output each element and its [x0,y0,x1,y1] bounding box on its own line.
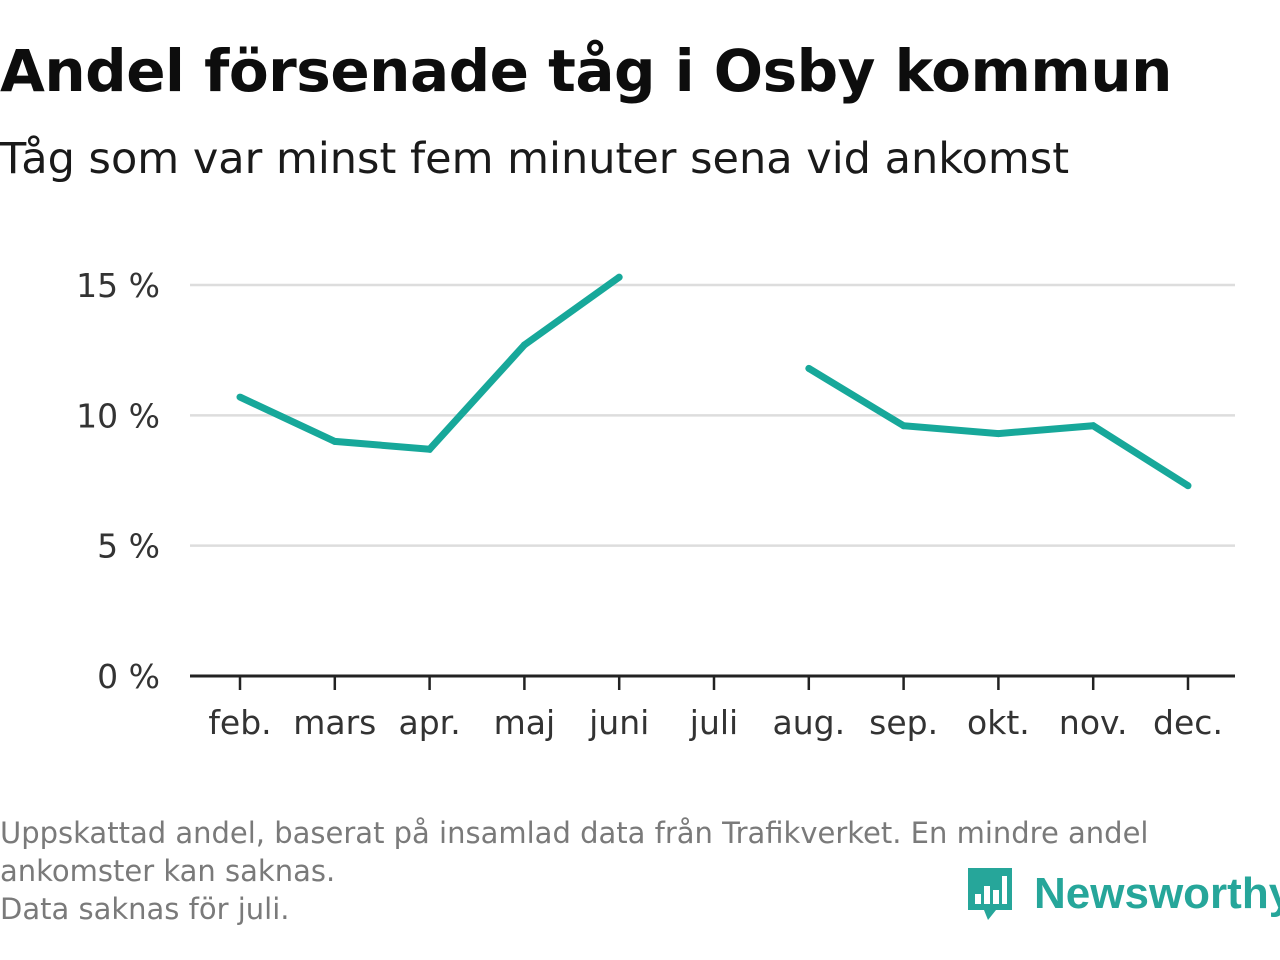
y-tick-label: 10 % [76,396,160,435]
data-point [1184,482,1192,490]
x-tick-label: juni [588,703,649,742]
y-tick-label: 5 % [97,527,160,566]
x-tick-label: maj [494,703,556,742]
data-point [236,393,244,401]
data-point [1089,422,1097,430]
x-tick-label: aug. [773,703,846,742]
data-point [994,430,1002,438]
footnote-line: Data saknas för juli. [0,892,290,926]
series-layer [236,273,1192,490]
x-tick-label: mars [293,703,376,742]
footnote-line: ankomster kan saknas. [0,854,336,888]
axis-layer [190,674,1235,690]
data-point [900,422,908,430]
data-point [615,273,623,281]
x-tick-label: okt. [967,703,1030,742]
data-point [805,364,813,372]
data-point [426,445,434,453]
y-tick-label: 0 % [97,657,160,696]
grid-layer [190,283,1235,547]
x-tick-label: nov. [1059,703,1128,742]
data-point [331,437,339,445]
brand-logo[interactable]: Newsworthy [964,864,1280,924]
chart-subtitle: Tåg som var minst fem minuter sena vid a… [0,134,1070,184]
newsworthy-chart-bubble-icon [968,868,1012,920]
label-layer: 0 % 5 % 10 % 15 % feb. mars apr. maj juni juli aug… [76,266,1223,742]
brand-name: Newsworthy [1034,869,1280,918]
chart-title: Andel försenade tåg i Osby kommun [0,37,1172,105]
x-tick-label: juli [689,703,738,742]
data-point [520,341,528,349]
line-chart: 0 % 5 % 10 % 15 % feb. mars apr. maj juni juli aug… [76,266,1235,742]
x-tick-label: dec. [1153,703,1223,742]
x-tick-label: sep. [869,703,938,742]
x-tick-label: feb. [208,703,271,742]
footnote: Uppskattad andel, baserat på insamlad da… [0,814,1270,928]
y-tick-label: 15 % [76,266,160,305]
footnote-line: Uppskattad andel, baserat på insamlad da… [0,816,1149,850]
x-tick-label: apr. [398,703,460,742]
series-line [806,365,1190,489]
series-line [238,274,622,453]
